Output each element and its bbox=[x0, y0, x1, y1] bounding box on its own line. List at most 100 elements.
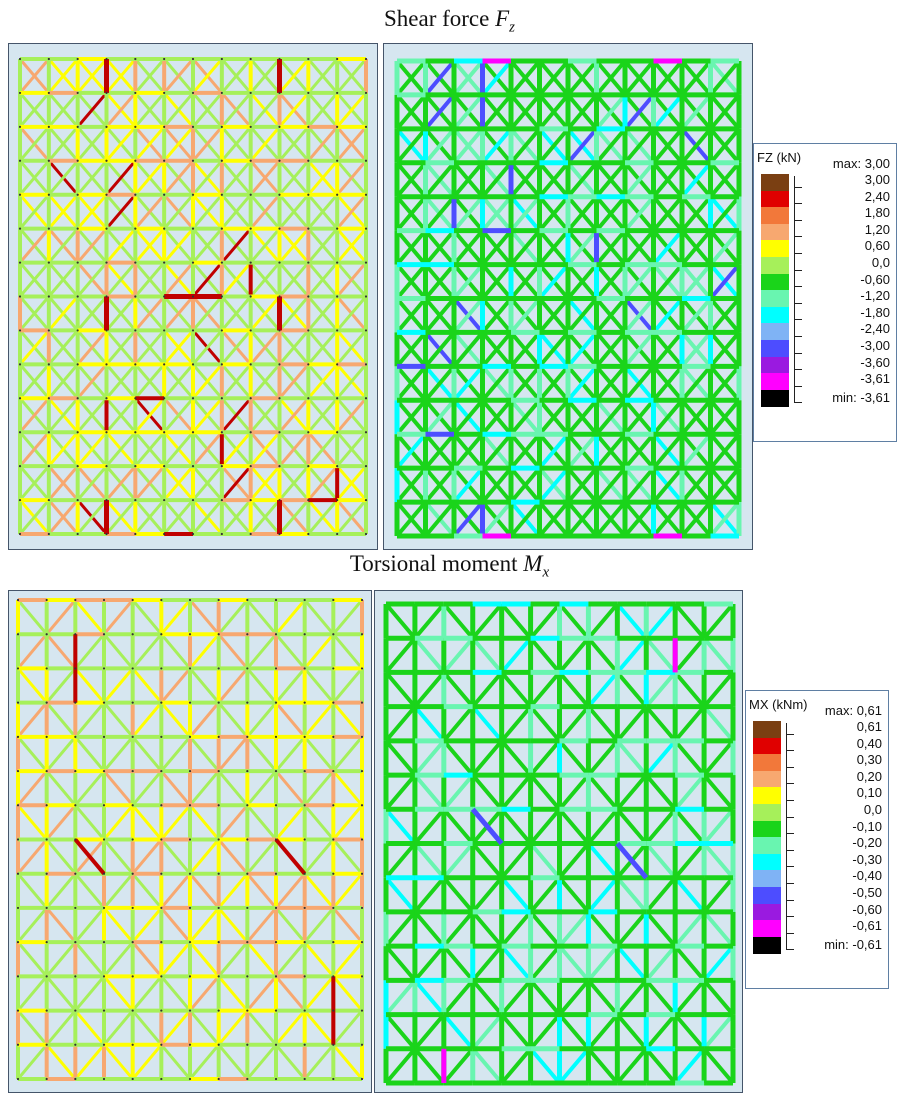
bracing-member bbox=[188, 701, 220, 738]
bracing-member bbox=[303, 701, 335, 738]
node bbox=[160, 769, 163, 773]
bracing-member bbox=[74, 770, 106, 807]
node bbox=[336, 159, 339, 162]
node bbox=[336, 329, 339, 332]
node bbox=[188, 804, 192, 807]
bracing-member bbox=[131, 1009, 163, 1046]
node bbox=[74, 838, 77, 841]
bracing-member bbox=[246, 770, 278, 807]
bracing-member bbox=[102, 906, 134, 944]
bracing-member bbox=[76, 431, 108, 468]
node bbox=[220, 125, 223, 128]
node bbox=[246, 872, 249, 875]
node bbox=[134, 57, 137, 61]
bracing-member bbox=[557, 807, 590, 845]
bracing-member bbox=[644, 1013, 677, 1051]
node bbox=[163, 397, 166, 400]
bracing-member bbox=[188, 1009, 220, 1046]
node bbox=[105, 159, 108, 162]
bracing-member bbox=[509, 93, 542, 131]
bracing-member bbox=[651, 331, 684, 368]
node bbox=[191, 532, 195, 536]
node bbox=[47, 295, 50, 298]
bracing-member bbox=[395, 297, 428, 334]
node bbox=[134, 532, 137, 536]
bracing-member bbox=[509, 297, 542, 334]
node bbox=[160, 941, 163, 944]
bracing-member bbox=[134, 465, 166, 502]
node bbox=[303, 598, 306, 602]
bracing-member bbox=[45, 599, 77, 636]
bracing-member bbox=[246, 633, 278, 670]
node bbox=[188, 872, 192, 875]
bracing-member bbox=[246, 599, 278, 636]
bracing-member bbox=[74, 1009, 106, 1046]
node bbox=[163, 329, 166, 332]
node bbox=[249, 57, 252, 61]
legend-tick bbox=[794, 385, 802, 387]
mx-color-legend: MX (kNm) max: 0,61 0,61 0,40 0,30 0,20 0,10 0,0… bbox=[745, 690, 889, 989]
bracing-member bbox=[131, 667, 163, 704]
bracing-member bbox=[680, 398, 713, 436]
bracing-member bbox=[413, 807, 446, 845]
bracing-member bbox=[442, 636, 475, 674]
node bbox=[105, 261, 108, 264]
node bbox=[246, 1043, 249, 1046]
legend-value-label: 3,00 bbox=[864, 172, 890, 187]
bracing-member bbox=[413, 705, 446, 743]
bracing-member bbox=[452, 93, 485, 131]
bracing-member bbox=[623, 331, 656, 368]
node bbox=[217, 975, 220, 978]
bracing-member bbox=[680, 229, 713, 266]
node bbox=[249, 363, 252, 366]
node bbox=[102, 633, 106, 636]
bracing-member bbox=[594, 127, 627, 165]
bracing-member bbox=[131, 770, 163, 807]
bracing-member bbox=[537, 398, 570, 436]
node bbox=[163, 431, 166, 434]
bracing-member bbox=[384, 773, 417, 811]
node bbox=[16, 633, 20, 636]
node bbox=[278, 363, 281, 366]
node bbox=[188, 1009, 192, 1012]
bracing-member bbox=[644, 773, 677, 811]
bracing-member bbox=[16, 770, 48, 807]
bracing-member bbox=[303, 906, 335, 944]
bracing-member bbox=[18, 125, 50, 162]
extreme-member bbox=[73, 838, 106, 875]
bracing-member bbox=[307, 499, 339, 535]
legend-value-label: -0,50 bbox=[852, 885, 882, 900]
node bbox=[332, 941, 335, 944]
legend-tick bbox=[786, 932, 794, 934]
bracing-member bbox=[442, 807, 475, 845]
bracing-member bbox=[246, 667, 278, 704]
bracing-member bbox=[220, 58, 252, 94]
bracing-member bbox=[45, 804, 77, 841]
node bbox=[45, 804, 48, 807]
node bbox=[217, 941, 220, 944]
bracing-member bbox=[442, 705, 475, 743]
bracing-member bbox=[708, 500, 741, 538]
bracing-member bbox=[566, 500, 599, 538]
legend-value-label: 0,20 bbox=[856, 768, 882, 784]
bracing-member bbox=[480, 93, 513, 131]
node bbox=[74, 1043, 77, 1046]
node bbox=[76, 57, 79, 61]
bracing-member bbox=[160, 975, 192, 1012]
bracing-member bbox=[500, 1013, 533, 1051]
bracing-member bbox=[278, 261, 310, 298]
node bbox=[246, 941, 249, 944]
bracing-member bbox=[594, 93, 627, 131]
legend-value-label: 0,10 bbox=[856, 785, 882, 801]
node bbox=[364, 193, 368, 196]
bracing-member bbox=[134, 431, 166, 468]
node bbox=[249, 261, 252, 264]
node bbox=[16, 598, 20, 602]
legend-value-label: 1,80 bbox=[864, 205, 890, 221]
bracing-member bbox=[537, 127, 570, 165]
bracing-member bbox=[423, 365, 456, 402]
bracing-member bbox=[471, 671, 504, 708]
bracing-member bbox=[395, 500, 428, 538]
node bbox=[274, 598, 278, 602]
bracing-member bbox=[651, 466, 684, 504]
